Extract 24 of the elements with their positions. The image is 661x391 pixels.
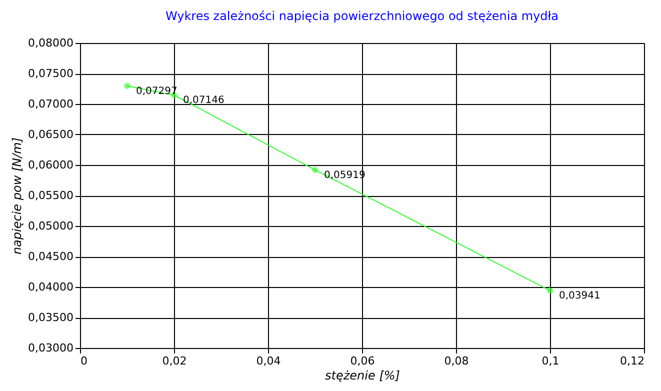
- x-axis-title: stężenie [%]: [325, 368, 400, 382]
- y-tick-label: 0,04000: [28, 280, 74, 294]
- x-tick-label: 0,1: [542, 354, 560, 368]
- x-tick-label: 0,04: [256, 354, 281, 368]
- y-tick-label: 0,05000: [28, 220, 74, 232]
- y-tick-label: 0,03500: [28, 311, 74, 324]
- x-tick-label: 0,02: [162, 354, 187, 368]
- y-tick-label: 0,04500: [28, 250, 74, 263]
- point: [311, 166, 319, 174]
- x-tick-label: 0: [80, 354, 88, 368]
- x-tick-label: 0,12: [620, 354, 644, 368]
- x-tick-label: 0,06: [350, 354, 375, 368]
- y-tick-label: 0,08000: [28, 36, 74, 50]
- y-tick-label: 0,07500: [28, 67, 74, 80]
- data-label: 0,03941: [559, 290, 600, 302]
- y-axis-title: napięcie pow [N/m]: [10, 137, 24, 255]
- data-label: 0,07146: [183, 95, 224, 106]
- chart-title: Wykres zależności napięcia powierzchniowego od stężenia mydła: [165, 9, 559, 23]
- y-tick-label: 0,05500: [28, 189, 74, 202]
- x-tick-label: 0,08: [444, 354, 469, 368]
- y-tick-label: 0,03000: [28, 342, 74, 354]
- y-tick-label: 0,06500: [28, 128, 74, 141]
- y-tick-label: 0,06000: [28, 158, 74, 172]
- y-tick-label: 0,07000: [28, 98, 74, 110]
